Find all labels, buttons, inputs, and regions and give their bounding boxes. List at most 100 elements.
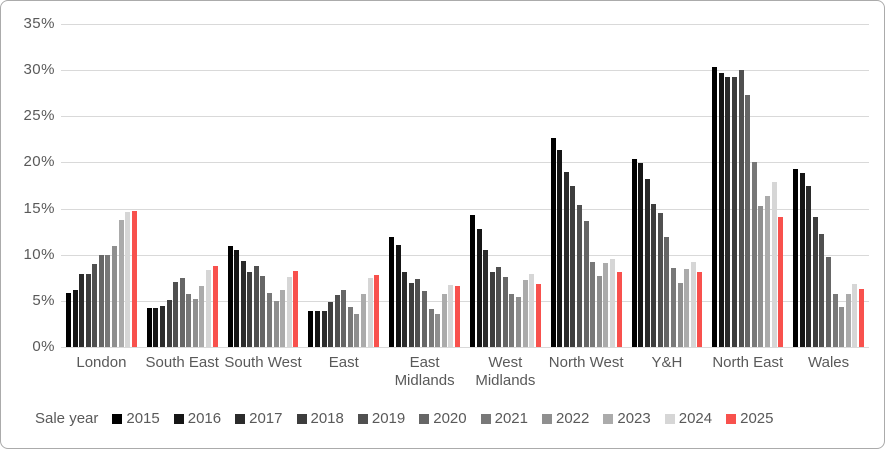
bar-2023-east — [361, 293, 367, 347]
bar-group-east-midlands — [384, 24, 465, 347]
bar-2017-london — [79, 274, 85, 347]
bar-2016-east-midlands — [395, 244, 401, 347]
bar-2017-west-midlands — [483, 250, 489, 347]
bar-2019-east-midlands — [415, 278, 421, 347]
bar-2025-wales — [859, 288, 865, 347]
legend-swatch-2017 — [235, 413, 246, 424]
bar-2025-south-west — [293, 271, 299, 347]
bar-2024-north-west — [610, 259, 616, 347]
bar-2023-north-east — [765, 195, 771, 347]
bar-2021-london — [105, 254, 111, 347]
bar-2019-north-east — [738, 70, 744, 347]
legend-swatch-2021 — [480, 413, 491, 424]
bar-2025-north-east — [778, 216, 784, 347]
legend-swatch-2019 — [357, 413, 368, 424]
legend-label-2018: 2018 — [310, 410, 344, 427]
bar-2018-east-midlands — [408, 283, 414, 347]
legend-item-2020: 2020 — [419, 410, 467, 427]
bar-2018-south-east — [166, 299, 172, 347]
bar-2015-east — [308, 311, 314, 347]
legend-label-2025: 2025 — [740, 410, 774, 427]
y-tick-label-10%: 10% — [23, 245, 55, 263]
category-label-east: East — [328, 354, 359, 371]
legend-swatch-2025 — [726, 413, 737, 424]
bar-2018-south-west — [247, 272, 253, 347]
bar-2024-east-midlands — [448, 285, 454, 347]
bar-2017-south-west — [240, 261, 246, 347]
bar-2017-east — [321, 311, 327, 347]
bar-2024-wales — [852, 284, 858, 347]
x-axis-category-labels: London South East South West East East Midla… — [61, 354, 869, 390]
legend-swatch-2024 — [664, 413, 675, 424]
bar-2024-west-midlands — [529, 274, 535, 347]
category-label-west-midlands: West Midlands — [475, 354, 536, 389]
bar-group-north-east — [707, 24, 788, 347]
legend-swatch-2023 — [603, 413, 614, 424]
legend-item-2017: 2017 — [235, 410, 283, 427]
bar-2019-east — [334, 295, 340, 347]
bar-2023-wales — [845, 294, 851, 347]
legend-item-2024: 2024 — [664, 410, 712, 427]
bar-group-y-h — [627, 24, 708, 347]
bar-2015-west-midlands — [469, 215, 475, 347]
bar-2021-west-midlands — [509, 293, 515, 347]
bar-2022-east-midlands — [435, 313, 441, 347]
y-tick-label-20%: 20% — [23, 153, 55, 171]
bar-2025-east-midlands — [455, 286, 461, 347]
bar-2023-y-h — [684, 268, 690, 347]
bar-2025-west-midlands — [535, 284, 541, 347]
gridline-30% — [61, 70, 869, 72]
legend-label-2019: 2019 — [371, 410, 406, 427]
bar-2020-east-midlands — [422, 290, 428, 347]
bar-2016-south-east — [153, 308, 159, 347]
legend-item-2022: 2022 — [542, 410, 589, 427]
legend-swatch-2018 — [296, 413, 307, 424]
legend-swatch-2022 — [542, 413, 552, 424]
bar-2015-south-west — [227, 246, 233, 347]
bar-2016-y-h — [638, 163, 644, 347]
bar-2024-south-west — [286, 276, 292, 347]
bar-2016-west-midlands — [476, 228, 482, 347]
bar-2022-north-east — [758, 205, 764, 347]
bar-group-north-west — [546, 24, 627, 347]
y-tick-label-15%: 15% — [23, 199, 55, 217]
bar-2016-north-east — [718, 72, 724, 347]
bar-2016-north-west — [557, 149, 563, 347]
y-tick-label-5%: 5% — [32, 291, 55, 309]
category-label-east-midlands: East Midlands — [394, 354, 455, 389]
bar-2020-west-midlands — [502, 276, 508, 347]
bar-2020-north-east — [745, 95, 751, 347]
legend-item-2025: 2025 — [726, 410, 774, 427]
legend-swatch-2015 — [112, 413, 123, 424]
category-label-south-west: South West — [224, 354, 302, 371]
bar-2024-south-east — [206, 269, 212, 347]
bar-2019-south-west — [253, 265, 259, 347]
legend-label-2016: 2016 — [187, 410, 222, 427]
bar-2020-south-east — [179, 277, 185, 347]
bar-2022-west-midlands — [516, 297, 522, 347]
bar-2018-east — [328, 301, 334, 347]
bar-2015-north-east — [712, 66, 718, 347]
legend-item-2015: 2015 — [112, 410, 160, 427]
bar-2021-east-midlands — [428, 309, 434, 347]
bar-2021-y-h — [671, 267, 677, 347]
bar-2020-wales — [826, 256, 832, 347]
legend-label-2022: 2022 — [556, 410, 590, 427]
gridline-0% — [61, 347, 869, 348]
legend-swatch-2020 — [419, 413, 430, 424]
bar-2018-wales — [812, 216, 818, 347]
bar-2015-y-h — [631, 158, 637, 347]
bar-2018-north-west — [570, 186, 576, 347]
legend-label-2021: 2021 — [494, 410, 528, 427]
bar-2024-london — [125, 212, 131, 347]
bar-2020-south-west — [260, 275, 266, 347]
bar-2018-north-east — [732, 76, 738, 347]
bar-2025-south-east — [212, 265, 218, 347]
bar-2019-south-east — [173, 281, 179, 347]
bar-2016-london — [72, 289, 78, 347]
legend-label-2015: 2015 — [126, 410, 160, 427]
bar-2022-wales — [839, 307, 845, 347]
bar-2022-north-west — [596, 275, 602, 347]
bar-2015-wales — [793, 168, 799, 347]
